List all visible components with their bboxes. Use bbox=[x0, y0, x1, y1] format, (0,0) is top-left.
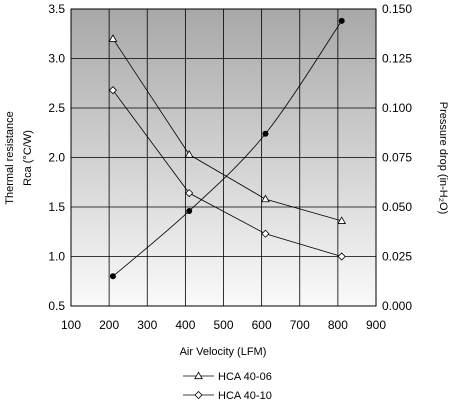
y-axis-right-title: Pressure drop (in-H₂O) bbox=[437, 102, 449, 214]
series-line-2 bbox=[112, 20, 343, 277]
y-right-tick-label: 0.150 bbox=[382, 2, 412, 16]
data-point-diamond bbox=[337, 252, 346, 261]
x-tick-label: 300 bbox=[137, 318, 157, 332]
data-point-dot bbox=[338, 17, 345, 24]
y-right-tick-label: 0.050 bbox=[382, 200, 412, 214]
x-tick-label: 100 bbox=[61, 318, 81, 332]
x-tick-label: 400 bbox=[175, 318, 195, 332]
y-right-tick-label: 0.075 bbox=[382, 151, 412, 165]
y-right-tick-label: 0.125 bbox=[382, 52, 412, 66]
x-tick-label: 800 bbox=[328, 318, 348, 332]
series-line-0 bbox=[112, 38, 342, 222]
x-tick-label: 600 bbox=[252, 318, 272, 332]
y-left-tick-label: 2.5 bbox=[48, 101, 65, 115]
data-point-triangle bbox=[261, 194, 270, 203]
data-point-dot bbox=[262, 130, 269, 137]
data-point-dot bbox=[186, 207, 193, 214]
legend-marker-hca-40-10 bbox=[194, 390, 203, 400]
y-left-tick-label: 3.0 bbox=[48, 52, 65, 66]
data-point-triangle bbox=[337, 216, 347, 224]
y-left-tick-label: 0.5 bbox=[48, 299, 65, 313]
legend-label-hca-40-06: HCA 40-06 bbox=[218, 371, 272, 383]
legend: HCA 40-06 HCA 40-10 bbox=[183, 371, 272, 402]
x-axis-title: Air Velocity (LFM) bbox=[180, 346, 267, 358]
data-point-triangle bbox=[184, 150, 194, 158]
y-axis-left-title-line2: Rca (°C/W) bbox=[22, 130, 34, 186]
data-point-diamond bbox=[185, 189, 194, 198]
y-left-tick-label: 2.0 bbox=[48, 151, 65, 165]
data-point-diamond bbox=[261, 229, 270, 238]
legend-label-hca-40-10: HCA 40-10 bbox=[218, 390, 272, 402]
x-tick-label: 700 bbox=[290, 318, 310, 332]
series-group bbox=[108, 17, 347, 280]
y-left-tick-label: 3.5 bbox=[48, 2, 65, 16]
y-right-tick-label: 0.100 bbox=[382, 101, 412, 115]
y-axis-left-title-line1: Thermal resistance bbox=[4, 111, 16, 205]
y-left-tick-label: 1.0 bbox=[48, 250, 65, 264]
tick-labels: 100 200 300 400 500 600 700 800 900 3.5 3.0 2.5 2.0 1… bbox=[48, 2, 412, 332]
data-point-dot bbox=[109, 273, 116, 280]
data-point-diamond bbox=[108, 86, 118, 95]
x-tick-label: 900 bbox=[366, 318, 386, 332]
x-tick-label: 200 bbox=[99, 318, 119, 332]
y-right-tick-label: 0.000 bbox=[382, 299, 412, 313]
y-right-tick-label: 0.025 bbox=[382, 250, 412, 264]
data-point-triangle bbox=[108, 34, 118, 42]
series-line-1 bbox=[112, 89, 342, 257]
y-left-tick-label: 1.5 bbox=[48, 200, 65, 214]
x-tick-label: 500 bbox=[213, 318, 233, 332]
legend-marker-hca-40-06 bbox=[194, 371, 203, 380]
